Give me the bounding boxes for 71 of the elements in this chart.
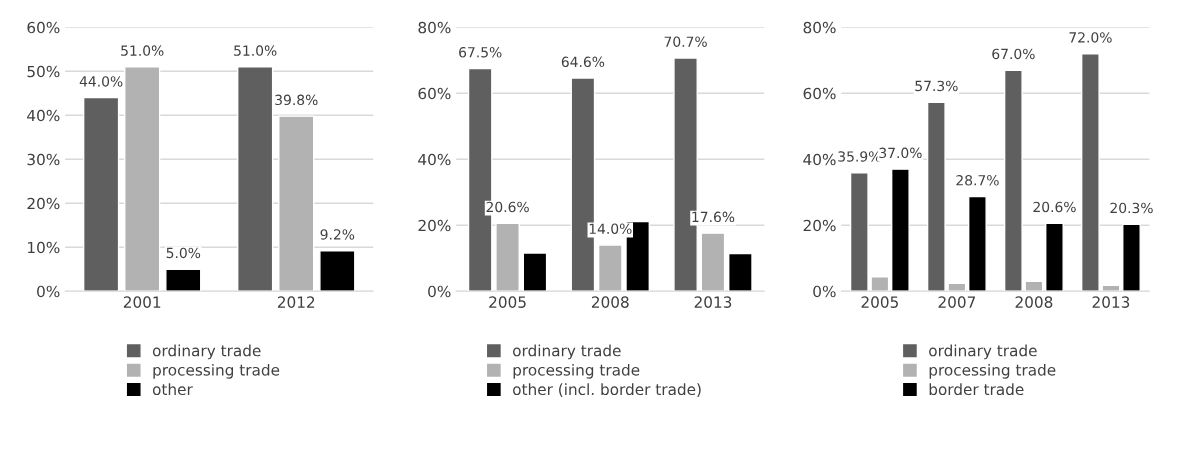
y-tick-label: 50%	[27, 65, 60, 78]
legend-label: border trade	[929, 383, 1024, 396]
x-tick-label: 2012	[277, 296, 315, 308]
bar	[890, 168, 910, 292]
x-tick-label: 2007	[938, 296, 976, 308]
data-label: 44.0%	[79, 76, 123, 87]
data-label: 20.6%	[486, 201, 529, 213]
data-label: 20.3%	[1110, 202, 1153, 214]
data-label: 51.0%	[234, 45, 277, 56]
y-tick-label: 20%	[803, 219, 836, 232]
data-label: 5.0%	[166, 247, 201, 259]
y-tick-label: 40%	[27, 109, 60, 122]
bar	[124, 66, 161, 292]
y-tick-label: 40%	[418, 153, 451, 166]
x-tick-label: 2008	[591, 296, 629, 308]
x-tick-label: 2001	[123, 296, 161, 308]
legend-label: processing trade	[513, 363, 640, 379]
y-tick-label: 10%	[28, 241, 60, 254]
x-tick-label: 2005	[861, 296, 898, 308]
data-label: 17.6%	[692, 211, 735, 223]
data-label: 9.2%	[320, 229, 355, 240]
y-tick-label: 60%	[803, 87, 836, 100]
data-label: 70.7%	[664, 36, 707, 47]
legend-label: processing trade	[153, 363, 280, 379]
legend-label: other	[152, 383, 193, 396]
data-label: 37.0%	[879, 147, 922, 159]
legend-label: ordinary trade	[929, 344, 1037, 360]
bar	[700, 232, 726, 292]
bar	[1122, 223, 1141, 292]
y-tick-label: 80%	[418, 21, 451, 34]
data-label: 67.0%	[992, 48, 1035, 60]
y-tick-label: 0%	[37, 285, 60, 298]
data-label: 51.0%	[121, 45, 164, 56]
y-tick-label: 40%	[803, 153, 836, 166]
x-tick-label: 2005	[489, 296, 526, 308]
y-tick-label: 60%	[27, 21, 60, 34]
x-tick-label: 2013	[694, 296, 732, 308]
bar	[1045, 222, 1064, 292]
data-label: 28.7%	[956, 175, 999, 186]
bar	[522, 252, 548, 292]
data-label: 72.0%	[1069, 32, 1112, 43]
bar	[278, 115, 315, 292]
y-tick-label: 60%	[418, 87, 451, 100]
y-tick-label: 30%	[27, 153, 60, 166]
bar	[165, 268, 202, 292]
bar	[968, 195, 987, 292]
data-label: 35.9%	[838, 151, 881, 162]
y-tick-label: 0%	[428, 285, 451, 298]
data-label: 57.3%	[915, 80, 958, 92]
bar	[237, 66, 274, 292]
bar	[728, 252, 753, 292]
x-tick-label: 2013	[1092, 296, 1130, 308]
bar	[597, 244, 623, 292]
bar	[319, 250, 356, 292]
legend-label: ordinary trade	[513, 344, 621, 360]
legend-label: other (incl. border trade)	[513, 383, 701, 397]
data-label: 14.0%	[589, 223, 632, 234]
legend-label: processing trade	[929, 363, 1056, 379]
data-label: 39.8%	[275, 94, 318, 106]
data-label: 64.6%	[561, 56, 605, 68]
data-label: 67.5%	[459, 47, 502, 58]
bar	[1080, 52, 1100, 292]
bar	[82, 96, 120, 292]
bar	[495, 222, 520, 292]
y-tick-label: 80%	[803, 21, 836, 34]
legend-label: ordinary trade	[152, 344, 261, 360]
y-tick-label: 0%	[813, 285, 836, 298]
y-tick-label: 20%	[27, 197, 60, 210]
data-label: 20.6%	[1033, 201, 1076, 213]
y-tick-label: 20%	[418, 219, 451, 232]
x-tick-label: 2008	[1015, 296, 1053, 308]
